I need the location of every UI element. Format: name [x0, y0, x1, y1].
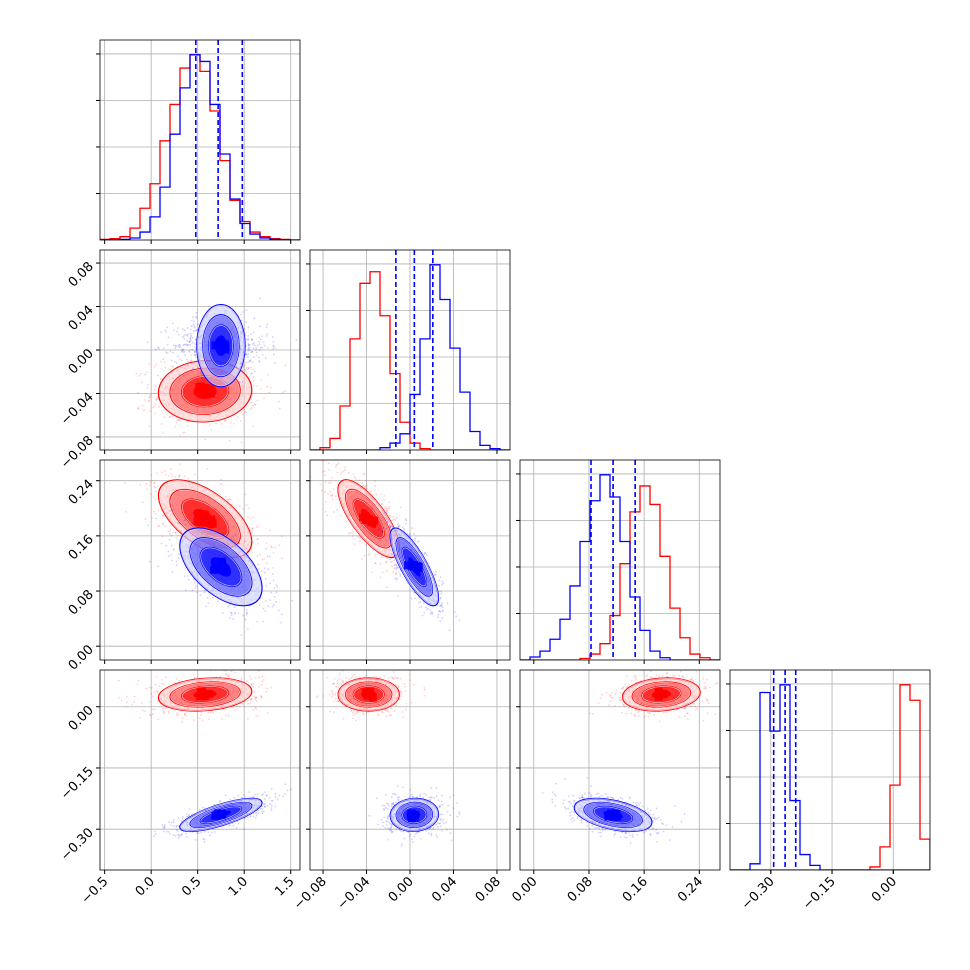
- y-tick-label: −0.04: [58, 390, 97, 429]
- histogram-panel-2: [516, 459, 721, 664]
- x-tick-label: 0.08: [565, 874, 596, 905]
- y-tick-label: −0.30: [58, 825, 97, 864]
- density-bin-red: [200, 389, 209, 398]
- x-tick-label: 1.5: [272, 874, 297, 899]
- density-bin-blue: [221, 565, 230, 574]
- y-tick-label: −0.15: [58, 764, 97, 803]
- density-bin-red: [658, 689, 667, 698]
- x-tick-label: 0.00: [869, 874, 900, 905]
- x-tick-label: −0.08: [291, 874, 330, 913]
- density-bin-red: [364, 515, 373, 524]
- scatter-panel-3-1: [306, 669, 511, 871]
- density-bin-red: [201, 511, 210, 520]
- density-bin-blue: [221, 345, 230, 354]
- histogram-panel-0: [96, 39, 301, 244]
- contour-line-blue: [179, 527, 263, 607]
- x-tick-label: −0.04: [335, 874, 374, 913]
- density-bin-red: [198, 518, 207, 527]
- panel-frame: [99, 669, 301, 871]
- x-tick-label: −0.5: [79, 874, 112, 907]
- histogram-blue: [730, 684, 930, 870]
- panel-frame: [99, 459, 301, 661]
- histogram-blue: [520, 474, 720, 660]
- density-bin-blue: [215, 339, 224, 348]
- scatter-panel-2-0: [99, 459, 301, 664]
- x-tick-label: 0.5: [179, 874, 204, 899]
- panel-frame: [519, 669, 721, 871]
- histogram-red: [520, 485, 720, 660]
- density-bin-blue: [404, 561, 413, 570]
- histogram-blue: [310, 264, 510, 450]
- scatter-panel-1-0: [99, 249, 301, 454]
- density-bin-blue: [414, 562, 423, 571]
- density-bin-blue: [214, 809, 223, 818]
- density-bin-red: [359, 513, 368, 522]
- density-bin-blue: [408, 562, 417, 571]
- histogram-panel-1: [306, 249, 511, 454]
- x-tick-label: 1.0: [226, 874, 251, 899]
- y-tick-label: 0.24: [66, 477, 97, 508]
- histogram-panel-3: [726, 669, 931, 874]
- x-tick-label: 0.24: [675, 874, 706, 905]
- y-tick-label: 0.00: [66, 703, 97, 734]
- density-bin-red: [195, 382, 204, 391]
- density-bin-red: [193, 517, 202, 526]
- density-bin-blue: [410, 813, 419, 822]
- density-bin-blue: [211, 564, 220, 573]
- panel-frame: [519, 459, 721, 661]
- y-tick-label: 0.00: [66, 642, 97, 673]
- x-tick-label: 0.00: [386, 874, 417, 905]
- density-bin-blue: [217, 560, 226, 569]
- density-bin-blue: [218, 810, 227, 819]
- y-tick-label: 0.08: [66, 259, 97, 290]
- density-bin-red: [208, 519, 217, 528]
- density-bin-red: [196, 688, 205, 697]
- density-bin-blue: [612, 811, 621, 820]
- density-bin-red: [204, 689, 213, 698]
- y-tick-label: −0.08: [58, 433, 97, 472]
- scatter-panel-3-2: [516, 669, 721, 871]
- y-tick-label: 0.08: [66, 587, 97, 618]
- density-bin-red: [207, 515, 216, 524]
- scatter-panel-2-1: [306, 459, 511, 664]
- scatter-panel-3-0: [99, 669, 301, 871]
- panel-frame: [99, 39, 301, 241]
- x-tick-label: 0.0: [133, 874, 158, 899]
- contour-line-blue: [196, 303, 246, 388]
- density-bin-red: [654, 689, 663, 698]
- y-tick-label: 0.04: [66, 303, 97, 334]
- y-tick-label: 0.16: [66, 532, 97, 563]
- x-tick-label: −0.30: [739, 874, 778, 913]
- x-tick-label: −0.15: [800, 874, 839, 913]
- y-tick-label: 0.00: [66, 346, 97, 377]
- histogram-red: [100, 54, 300, 240]
- histogram-red: [730, 684, 930, 870]
- density-bin-red: [206, 389, 215, 398]
- histogram-red: [310, 271, 510, 450]
- density-bin-red: [366, 690, 375, 699]
- x-tick-label: 0.08: [473, 874, 504, 905]
- density-bin-red: [361, 688, 370, 697]
- x-tick-label: 0.00: [510, 874, 541, 905]
- panel-frame: [729, 669, 931, 871]
- histogram-blue: [100, 54, 300, 240]
- x-tick-label: 0.04: [429, 874, 460, 905]
- x-tick-label: 0.16: [620, 874, 651, 905]
